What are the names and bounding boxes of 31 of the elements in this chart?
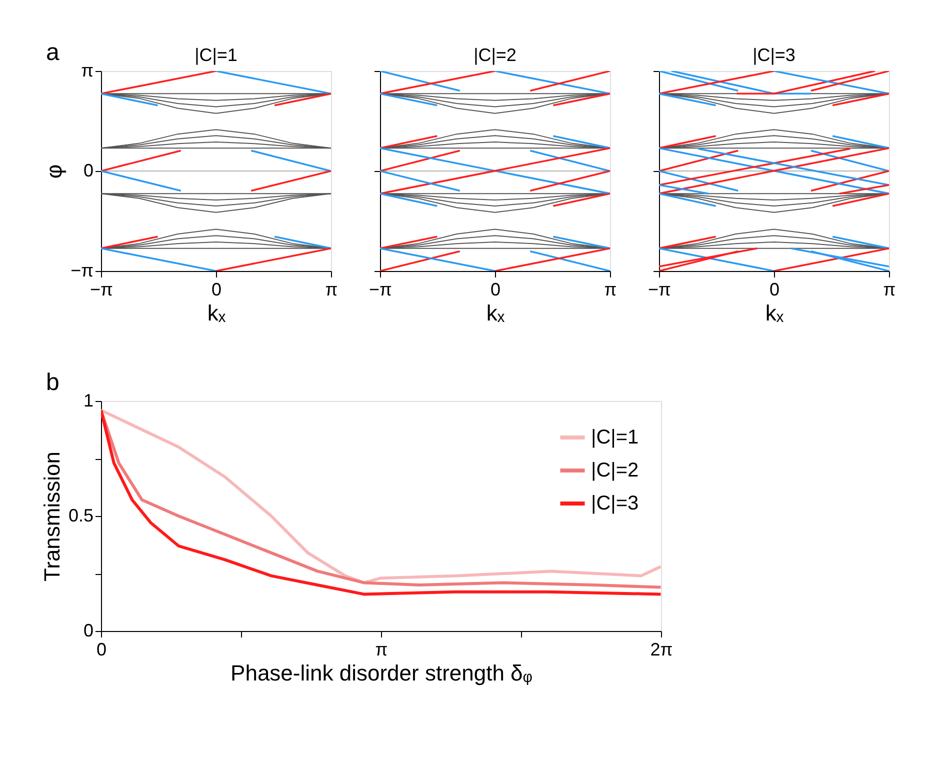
y-tick-label: 1 — [83, 390, 94, 410]
y-tick-label: 0 — [83, 620, 94, 640]
x-axis-title: kₓ — [486, 300, 506, 326]
x-tick-label: 2π — [650, 640, 673, 660]
x-axis-title: Phase-link disorder strength δᵩ — [230, 660, 533, 686]
y-tick-label: π — [81, 60, 94, 80]
y-axis-title: φ — [42, 164, 67, 179]
y-axis-title: Transmission — [39, 452, 64, 582]
y-tick-label: 0 — [83, 160, 94, 180]
x-tick-label: π — [375, 640, 388, 660]
legend-label: |C|=1 — [591, 426, 639, 448]
x-tick-label: −π — [369, 280, 392, 300]
x-tick-label: 0 — [769, 280, 780, 300]
x-tick-label: −π — [648, 280, 671, 300]
x-tick-label: π — [883, 280, 896, 300]
y-tick-label: 0.5 — [68, 506, 94, 526]
x-tick-label: 0 — [211, 280, 222, 300]
chart-title: |C|=3 — [752, 45, 796, 65]
y-tick-label: −π — [70, 260, 94, 280]
text: a — [46, 39, 60, 66]
x-tick-label: 0 — [490, 280, 501, 300]
chart-title: |C|=1 — [194, 45, 238, 65]
x-tick-label: π — [604, 280, 617, 300]
x-tick-label: π — [325, 280, 338, 300]
legend-label: |C|=3 — [591, 492, 639, 514]
chart-title: |C|=2 — [474, 45, 516, 65]
x-tick-label: 0 — [96, 640, 107, 660]
x-axis-title: kₓ — [765, 300, 784, 326]
x-axis-title: kₓ — [207, 300, 226, 326]
legend-label: |C|=2 — [591, 460, 639, 482]
text: b — [46, 369, 60, 396]
